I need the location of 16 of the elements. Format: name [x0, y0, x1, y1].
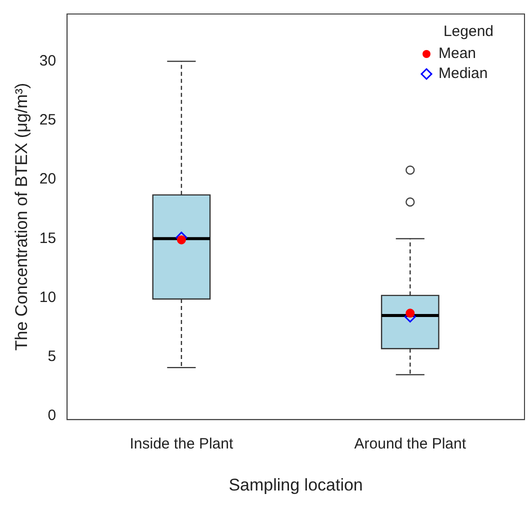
legend-title: Legend	[443, 23, 494, 40]
x-tick-label: Inside the Plant	[130, 436, 234, 453]
x-axis-title: Sampling location	[228, 475, 363, 494]
y-axis-title: The Concentration of BTEX (μg/m³)	[12, 82, 31, 351]
y-tick-label: 30	[39, 52, 56, 70]
y-tick-label: 15	[39, 230, 56, 247]
x-tick-label: Around the Plant	[354, 436, 467, 453]
y-tick-label: 20	[39, 170, 56, 188]
y-tick-label: 5	[48, 348, 56, 366]
point	[406, 308, 415, 318]
y-tick-label: 0	[48, 407, 56, 424]
legend-label: Median	[438, 65, 488, 82]
y-tick-label: 10	[39, 288, 56, 306]
point	[176, 235, 186, 244]
y-tick-label: 25	[39, 112, 56, 129]
legend-label: Mean	[438, 45, 476, 62]
